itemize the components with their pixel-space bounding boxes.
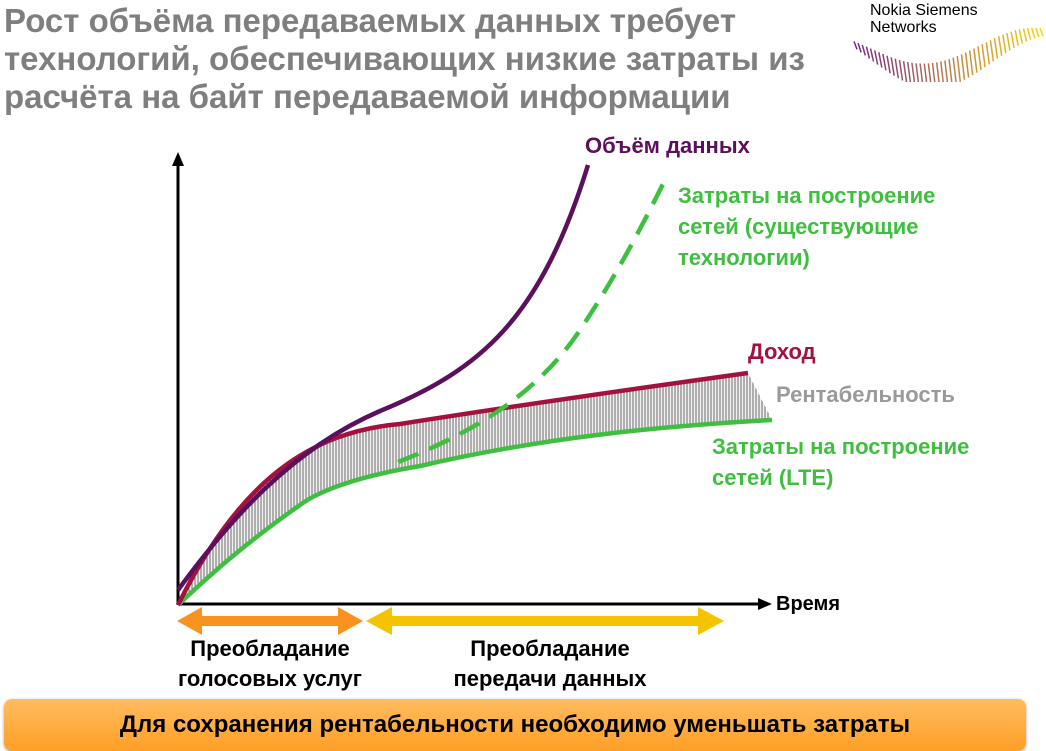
logo-wave-stroke: [878, 52, 883, 68]
data-period-label-line-2: передачи данных: [453, 666, 647, 691]
logo-wave-stroke: [944, 60, 949, 82]
logo-wave-stroke: [981, 44, 986, 68]
data-period-label: Преобладание передачи данных: [415, 634, 685, 694]
logo-wave-stroke: [1022, 28, 1028, 42]
title-line-2: технологий, обеспечивающих низкие затрат…: [4, 40, 805, 77]
logo-wave-stroke: [923, 63, 928, 82]
logo-wave-stroke: [1039, 27, 1044, 37]
logo-wave-stroke: [952, 57, 957, 82]
logo-wave-stroke: [935, 62, 940, 82]
logo-wave-stroke: [873, 50, 879, 65]
y-axis-arrowhead-icon: [172, 152, 184, 166]
slide-title: Рост объёма передаваемых данных требует …: [4, 2, 844, 116]
revenue-label: Доход: [748, 339, 816, 364]
logo-wave-stroke: [869, 48, 875, 62]
x-axis-label: Время: [776, 593, 840, 615]
revenue-curve: [175, 370, 749, 607]
title-line-3: расчёта на байт передаваемой информации: [4, 78, 731, 115]
cost-lte-label-line-2: сетей (LTE): [712, 465, 834, 490]
voice-period-arrow: [177, 607, 363, 635]
logo-wave-stroke: [1035, 27, 1040, 38]
logo-wave-stroke: [985, 42, 991, 65]
logo-wave-stroke: [861, 44, 867, 56]
logo-wave-stroke: [977, 46, 982, 71]
logo-wave-stroke: [906, 61, 912, 82]
cost-existing-label: Затраты на построение сетей (существующи…: [678, 180, 935, 273]
logo-wave-stroke: [927, 63, 932, 82]
data-period-arrow: [366, 607, 724, 635]
logo-wave-stroke: [989, 39, 995, 62]
logo-wave-stroke: [948, 59, 953, 82]
logo-wave-stroke: [960, 54, 966, 80]
logo-wave-stroke: [853, 41, 858, 50]
voice-period-label-line-2: голосовых услуг: [178, 666, 362, 691]
nokia-siemens-wave-logo-icon: [853, 27, 1044, 82]
logo-line-1: Nokia Siemens: [870, 2, 978, 19]
logo-wave-stroke: [1018, 29, 1024, 44]
logo-wave-stroke: [886, 55, 891, 74]
title-line-1: Рост объёма передаваемых данных требует: [4, 2, 736, 39]
logo-wave-stroke: [997, 36, 1003, 57]
logo-wave-stroke: [902, 60, 908, 82]
logo-wave-stroke: [919, 63, 924, 82]
data-volume-label: Объём данных: [585, 133, 750, 158]
logo-wave-stroke: [964, 52, 970, 78]
profitability-label: Рентабельность: [776, 382, 955, 407]
cost-existing-label-line-1: Затраты на построение: [678, 183, 936, 208]
cost-existing-label-line-2: сетей (существующие: [678, 214, 919, 239]
logo-wave-stroke: [894, 58, 900, 79]
logo-wave-stroke: [956, 56, 962, 82]
logo-wave-stroke: [857, 42, 862, 53]
logo-wave-stroke: [1014, 30, 1019, 46]
logo-wave-stroke: [1010, 31, 1015, 49]
logo-wave-stroke: [911, 62, 916, 82]
voice-period-label: Преобладание голосовых услуг: [140, 634, 400, 694]
logo-wave-stroke: [890, 57, 895, 76]
logo-wave-stroke: [1006, 32, 1011, 51]
logo-wave-stroke: [1026, 27, 1032, 40]
logo-text: Nokia Siemens Networks: [870, 2, 978, 36]
logo-wave-stroke: [940, 61, 944, 82]
x-axis-arrowhead-icon: [758, 598, 772, 610]
cost-lte-curve: [176, 417, 773, 607]
cost-lte-label-line-1: Затраты на построение: [712, 434, 970, 459]
logo-wave-stroke: [1030, 27, 1036, 39]
logo-wave-stroke: [931, 62, 936, 82]
logo-wave-stroke: [915, 63, 920, 82]
logo-wave-stroke: [882, 53, 887, 71]
data-volume-curve: [176, 164, 591, 592]
logo-wave-stroke: [973, 48, 978, 73]
logo-wave-stroke: [1002, 34, 1007, 54]
conclusion-banner: Для сохранения рентабельности необходимо…: [4, 699, 1026, 751]
logo-wave-stroke: [865, 46, 871, 59]
logo-wave-stroke: [968, 50, 974, 76]
cost-lte-label: Затраты на построение сетей (LTE): [712, 431, 969, 493]
logo-wave-stroke: [898, 59, 904, 81]
voice-period-label-line-1: Преобладание: [190, 636, 350, 661]
data-period-label-line-1: Преобладание: [470, 636, 630, 661]
cost-existing-label-line-3: технологии): [678, 245, 810, 270]
logo-line-2: Networks: [870, 19, 937, 36]
logo-wave-stroke: [993, 38, 999, 59]
cost-existing-curve: [397, 176, 669, 465]
